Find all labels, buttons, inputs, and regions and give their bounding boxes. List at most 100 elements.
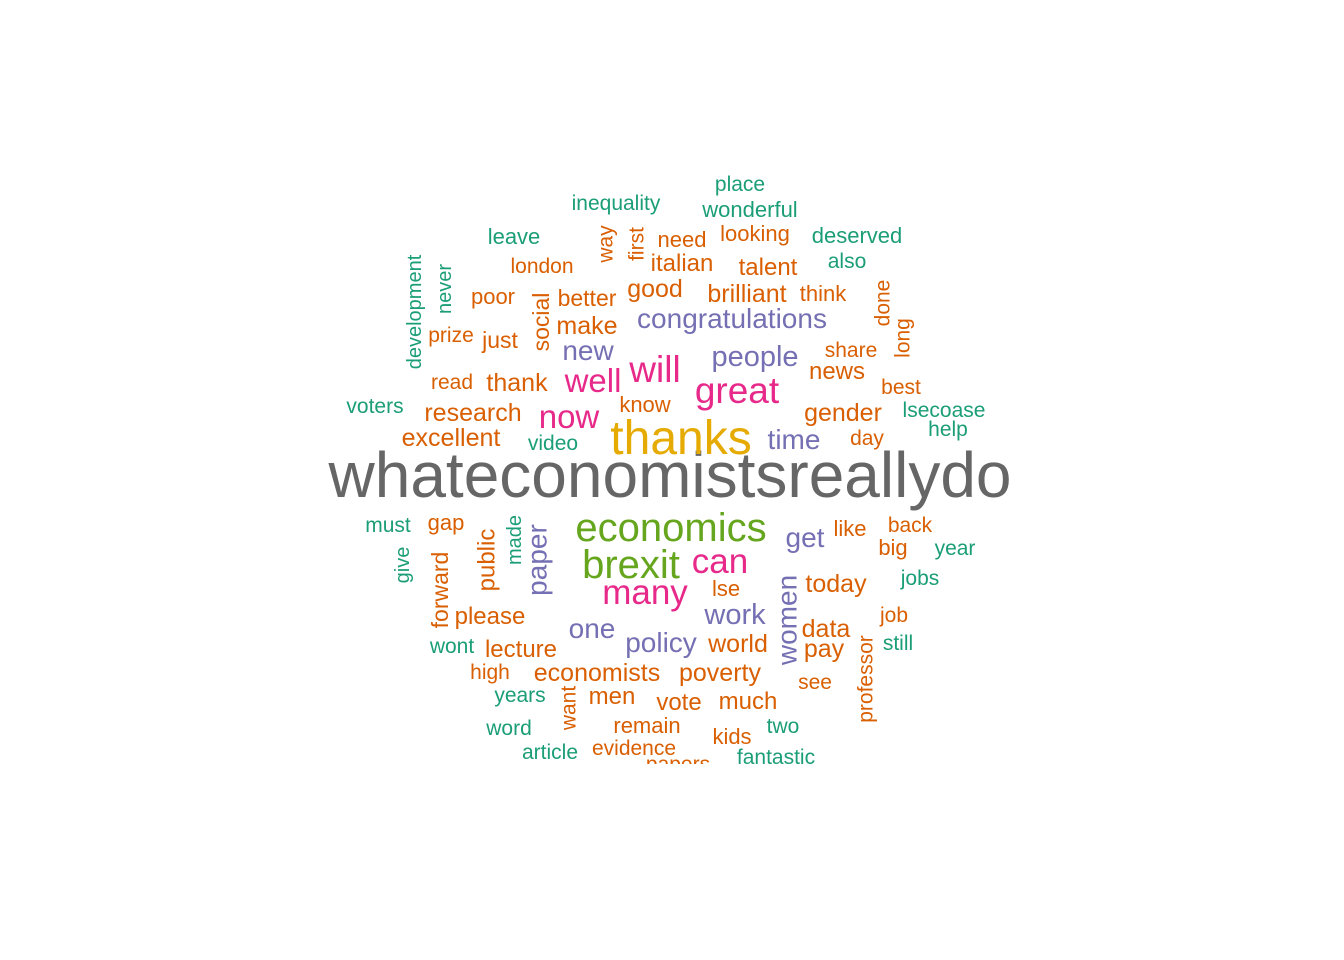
word-wont: wont xyxy=(429,635,475,658)
word-done: done xyxy=(872,280,895,327)
word-work: work xyxy=(703,599,766,631)
word-help: help xyxy=(928,418,968,441)
word-year: year xyxy=(935,537,976,560)
word-brexit: brexit xyxy=(582,543,680,587)
word-brilliant: brilliant xyxy=(707,280,786,308)
word-day: day xyxy=(850,427,884,450)
word-london: london xyxy=(510,255,573,278)
word-evidence: evidence xyxy=(592,737,676,760)
word-years: years xyxy=(494,684,545,707)
word-well: well xyxy=(564,362,622,399)
word-papers: papers xyxy=(646,753,710,776)
word-read: read xyxy=(431,371,473,394)
word-get: get xyxy=(786,522,825,553)
word-paper: paper xyxy=(522,524,553,596)
word-now: now xyxy=(539,398,600,435)
word-video: video xyxy=(528,432,578,455)
word-give: give xyxy=(392,547,414,584)
word-kids: kids xyxy=(712,724,751,749)
word-excellent: excellent xyxy=(402,424,501,452)
word-social: social xyxy=(528,293,554,352)
word-back: back xyxy=(888,514,933,537)
word-pay: pay xyxy=(804,635,845,663)
word-development: development xyxy=(404,254,426,369)
word-looking: looking xyxy=(720,221,790,246)
word-thank: thank xyxy=(486,369,548,397)
word-whateconomistsreallydo: whateconomistsreallydo xyxy=(328,439,1012,511)
word-deserved: deserved xyxy=(812,223,903,248)
word-women: women xyxy=(772,575,803,666)
word-article: article xyxy=(522,741,578,764)
word-know: know xyxy=(619,392,670,417)
word-voters: voters xyxy=(346,395,403,418)
word-still: still xyxy=(883,632,913,655)
word-thanks: thanks xyxy=(610,412,751,465)
word-policy: policy xyxy=(625,627,697,658)
word-fantastic: fantastic xyxy=(737,746,815,769)
word-need: need xyxy=(658,227,707,252)
word-data: data xyxy=(802,615,851,643)
word-best: best xyxy=(881,376,921,399)
word-professor: professor xyxy=(855,635,878,723)
word-will: will xyxy=(628,349,680,390)
word-great: great xyxy=(695,370,780,411)
word-vote: vote xyxy=(656,689,701,716)
word-first: first xyxy=(626,227,649,261)
word-made: made xyxy=(504,515,526,565)
word-lse: lse xyxy=(712,576,740,601)
word-forward: forward xyxy=(427,552,453,629)
word-big: big xyxy=(878,535,907,560)
word-good: good xyxy=(627,275,683,303)
word-can: can xyxy=(692,542,748,581)
word-economists: economists xyxy=(534,659,660,687)
word-world: world xyxy=(707,630,768,658)
word-job: job xyxy=(879,604,908,627)
word-poor: poor xyxy=(471,284,515,309)
word-many: many xyxy=(602,573,688,612)
word-inequality: inequality xyxy=(572,192,661,215)
word-two: two xyxy=(767,715,800,738)
word-men: men xyxy=(589,683,636,710)
word-wonderful: wonderful xyxy=(701,197,797,222)
word-poverty: poverty xyxy=(679,659,761,687)
word-like: like xyxy=(833,516,866,541)
word-just: just xyxy=(481,327,518,353)
word-remain: remain xyxy=(613,713,680,738)
word-make: make xyxy=(556,312,617,340)
word-gap: gap xyxy=(428,510,465,535)
word-never: never xyxy=(434,264,456,314)
word-way: way xyxy=(595,225,618,264)
word-want: want xyxy=(558,686,581,732)
word-better: better xyxy=(558,285,617,311)
word-time: time xyxy=(768,424,821,455)
word-word: word xyxy=(485,717,532,740)
word-must: must xyxy=(365,514,411,537)
word-lsecoase: lsecoase xyxy=(903,399,986,422)
word-place: place xyxy=(715,173,765,196)
word-jobs: jobs xyxy=(900,567,940,590)
word-gender: gender xyxy=(804,399,882,427)
word-high: high xyxy=(470,661,510,684)
word-see: see xyxy=(798,671,832,694)
word-people: people xyxy=(711,341,798,373)
word-lecture: lecture xyxy=(485,636,557,663)
word-research: research xyxy=(424,399,521,427)
word-much: much xyxy=(719,688,778,715)
word-one: one xyxy=(569,613,616,644)
word-long: long xyxy=(892,318,915,358)
word-share: share xyxy=(825,339,878,362)
word-talent: talent xyxy=(739,254,798,281)
word-think: think xyxy=(800,281,847,306)
word-today: today xyxy=(805,570,867,598)
word-news: news xyxy=(809,358,865,385)
word-please: please xyxy=(455,603,526,630)
word-public: public xyxy=(474,529,501,592)
word-italian: italian xyxy=(651,250,714,277)
word-congratulations: congratulations xyxy=(637,303,827,334)
word-prize: prize xyxy=(428,324,474,347)
word-new: new xyxy=(562,335,614,366)
word-economics: economics xyxy=(575,506,766,550)
word-also: also xyxy=(828,250,867,273)
